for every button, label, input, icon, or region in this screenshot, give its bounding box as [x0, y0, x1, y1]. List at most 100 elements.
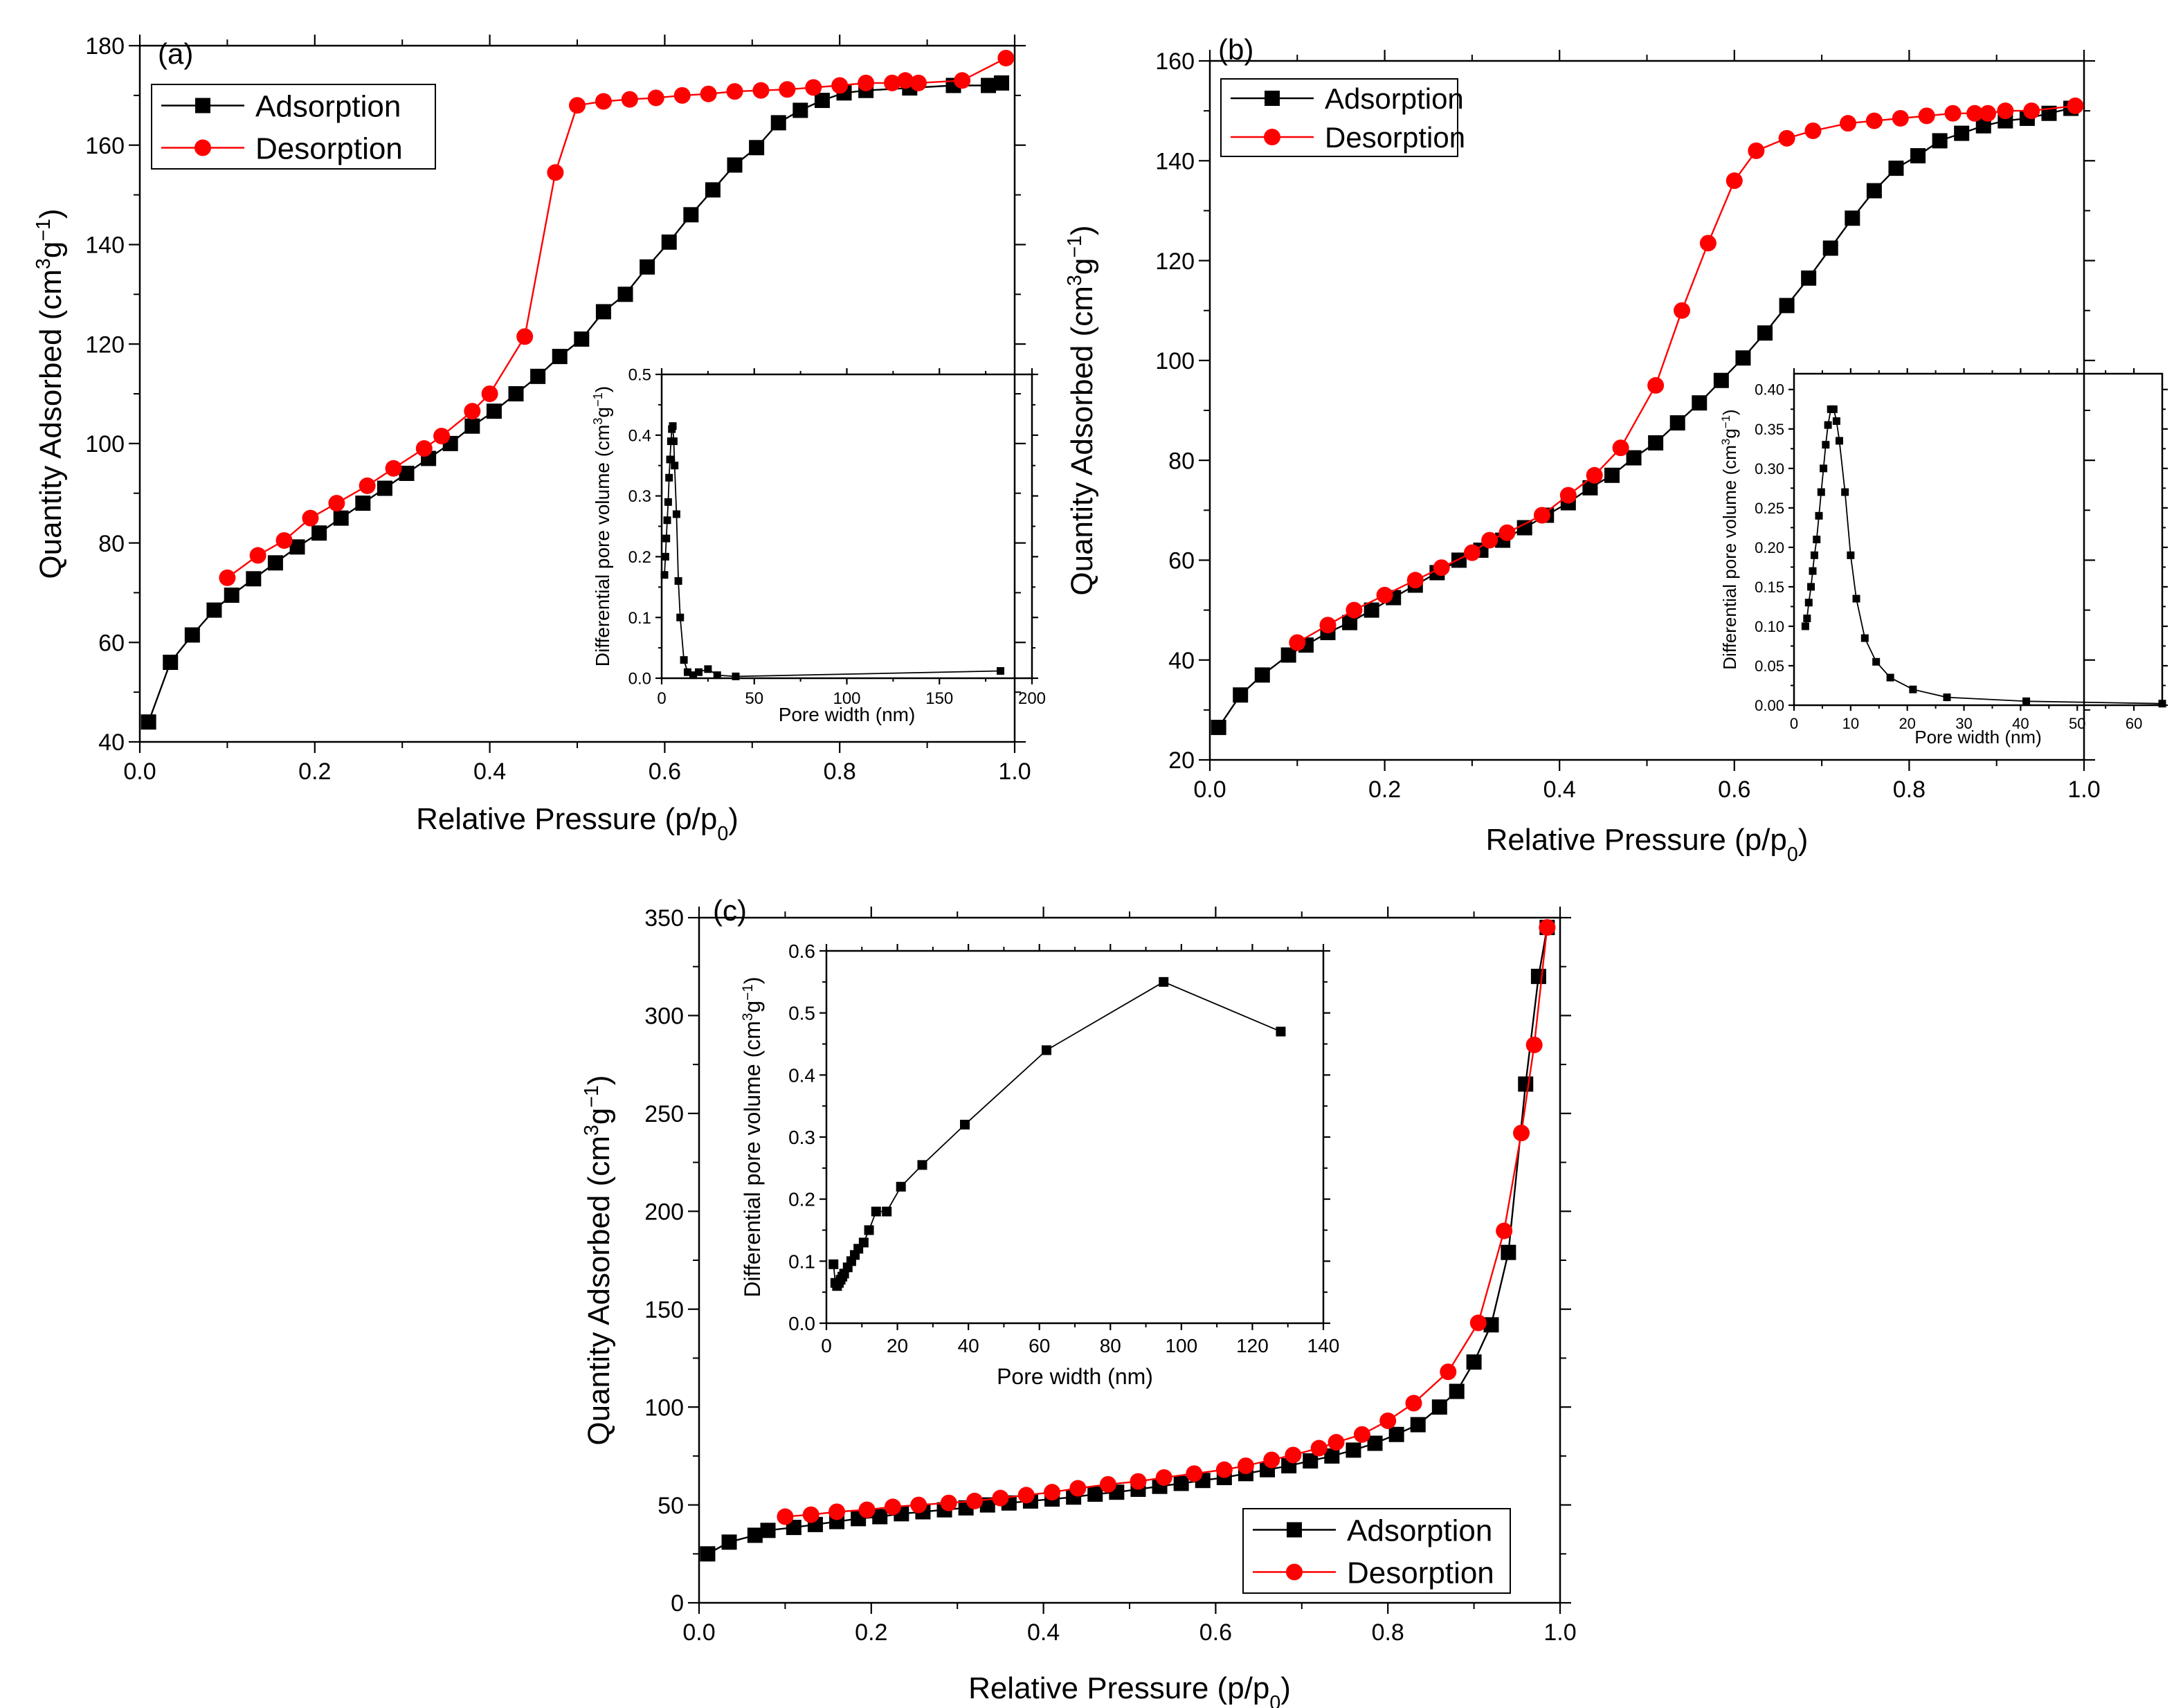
- x-tick-label: 0.6: [1718, 776, 1750, 803]
- data-point: [700, 85, 717, 102]
- data-point: [673, 87, 691, 104]
- plot-frame: [698, 916, 1561, 1604]
- data-point: [552, 349, 568, 365]
- series-line: [707, 927, 1548, 1555]
- legend-marker: [1265, 91, 1280, 106]
- data-point: [779, 81, 796, 98]
- panel-label-c: (c): [713, 894, 747, 927]
- data-point: [1173, 1475, 1189, 1491]
- data-point: [433, 428, 451, 445]
- data-point: [1496, 1222, 1513, 1239]
- y-tick-label: 250: [644, 1101, 684, 1127]
- data-point: [897, 72, 914, 89]
- y-axis-label: Quantity Adsorbed (cm3g−1): [33, 208, 68, 579]
- data-point: [1276, 1026, 1286, 1037]
- series-adsorption: [700, 920, 1555, 1562]
- x-tick-label: 40: [2012, 715, 2029, 732]
- series-line: [664, 426, 1001, 678]
- data-point: [1539, 919, 1556, 936]
- data-point: [1824, 421, 1832, 429]
- data-point: [1328, 1434, 1345, 1451]
- x-tick-label: 0.2: [855, 1619, 887, 1646]
- data-point: [415, 440, 433, 457]
- data-point: [1310, 1439, 1328, 1457]
- y-tick-label: 0.3: [788, 1127, 815, 1148]
- data-point: [909, 74, 927, 91]
- x-tick-label: 0.4: [1543, 776, 1576, 803]
- data-point: [224, 588, 239, 603]
- data-point: [1525, 1036, 1543, 1053]
- data-point: [858, 74, 875, 91]
- data-point: [595, 93, 612, 110]
- charts-layer: 0.0 0.2 0.4 0.6 0.8 1.0406080100120140160180R…: [33, 33, 2168, 1708]
- data-point: [1155, 1469, 1172, 1486]
- y-tick-label: 0.25: [1755, 500, 1784, 517]
- x-tick-label: 0.4: [473, 758, 506, 785]
- data-point: [1872, 657, 1881, 666]
- data-point: [1469, 1314, 1487, 1332]
- data-point: [1559, 487, 1577, 504]
- data-point: [1346, 601, 1363, 619]
- data-point: [695, 668, 703, 676]
- y-tick-label: 300: [644, 1003, 684, 1030]
- series-desorption: [1289, 97, 2084, 651]
- data-point: [727, 157, 743, 173]
- data-point: [1822, 240, 1838, 256]
- y-tick-label: 160: [1155, 48, 1195, 75]
- y-tick-label: 0.30: [1755, 460, 1784, 478]
- x-tick-label: 0: [821, 1335, 832, 1356]
- data-point: [1516, 520, 1532, 536]
- data-point: [1944, 105, 1962, 122]
- y-tick-label: 140: [85, 233, 125, 259]
- data-point: [663, 516, 671, 525]
- y-tick-label: 200: [644, 1199, 684, 1226]
- data-point: [1954, 125, 1970, 141]
- data-point: [871, 1206, 881, 1217]
- data-point: [665, 473, 673, 482]
- data-point: [997, 666, 1005, 675]
- series-line: [1217, 107, 2072, 728]
- data-point: [1669, 415, 1685, 431]
- data-point: [1822, 441, 1830, 449]
- y-tick-label: 50: [658, 1493, 684, 1519]
- data-point: [1319, 617, 1337, 634]
- series-desorption: [219, 49, 1015, 586]
- x-tick-label: 0.0: [682, 1619, 715, 1646]
- data-point: [705, 182, 721, 198]
- data-point: [1483, 1317, 1499, 1333]
- data-point: [1997, 102, 2014, 120]
- data-point: [163, 655, 179, 671]
- data-point: [1069, 1480, 1087, 1497]
- legend: Adsorption Desorption: [1242, 1508, 1511, 1594]
- data-point: [896, 1181, 906, 1192]
- data-point: [674, 577, 682, 585]
- data-point: [940, 1494, 957, 1511]
- data-point: [141, 714, 156, 730]
- y-tick-label: 0.40: [1755, 381, 1784, 399]
- data-point: [2022, 697, 2031, 705]
- data-point: [1910, 148, 1926, 164]
- data-point: [732, 672, 740, 680]
- data-point: [184, 627, 200, 643]
- data-point: [704, 665, 712, 673]
- data-point: [1466, 1354, 1482, 1370]
- data-point: [660, 571, 669, 579]
- y-tick-label: 100: [644, 1394, 684, 1421]
- data-point: [1803, 615, 1811, 623]
- x-tick-label: 1.0: [1543, 1619, 1576, 1646]
- data-point: [700, 1546, 716, 1562]
- x-tick-label: 1.0: [998, 758, 1031, 785]
- x-tick-label: 30: [1955, 715, 1972, 732]
- y-tick-label: 150: [644, 1297, 684, 1323]
- data-point: [1303, 1453, 1319, 1469]
- data-point: [1648, 435, 1664, 451]
- data-point: [1813, 536, 1821, 543]
- chart-c-main: 0.0 0.2 0.4 0.6 0.8 1.0050100150200250300350R…: [581, 905, 1577, 1708]
- data-point: [2158, 700, 2166, 708]
- series-adsorption: [141, 75, 1010, 730]
- series-desorption: [777, 919, 1556, 1525]
- data-point: [1943, 693, 1951, 702]
- data-point: [1839, 115, 1856, 132]
- data-point: [981, 78, 997, 93]
